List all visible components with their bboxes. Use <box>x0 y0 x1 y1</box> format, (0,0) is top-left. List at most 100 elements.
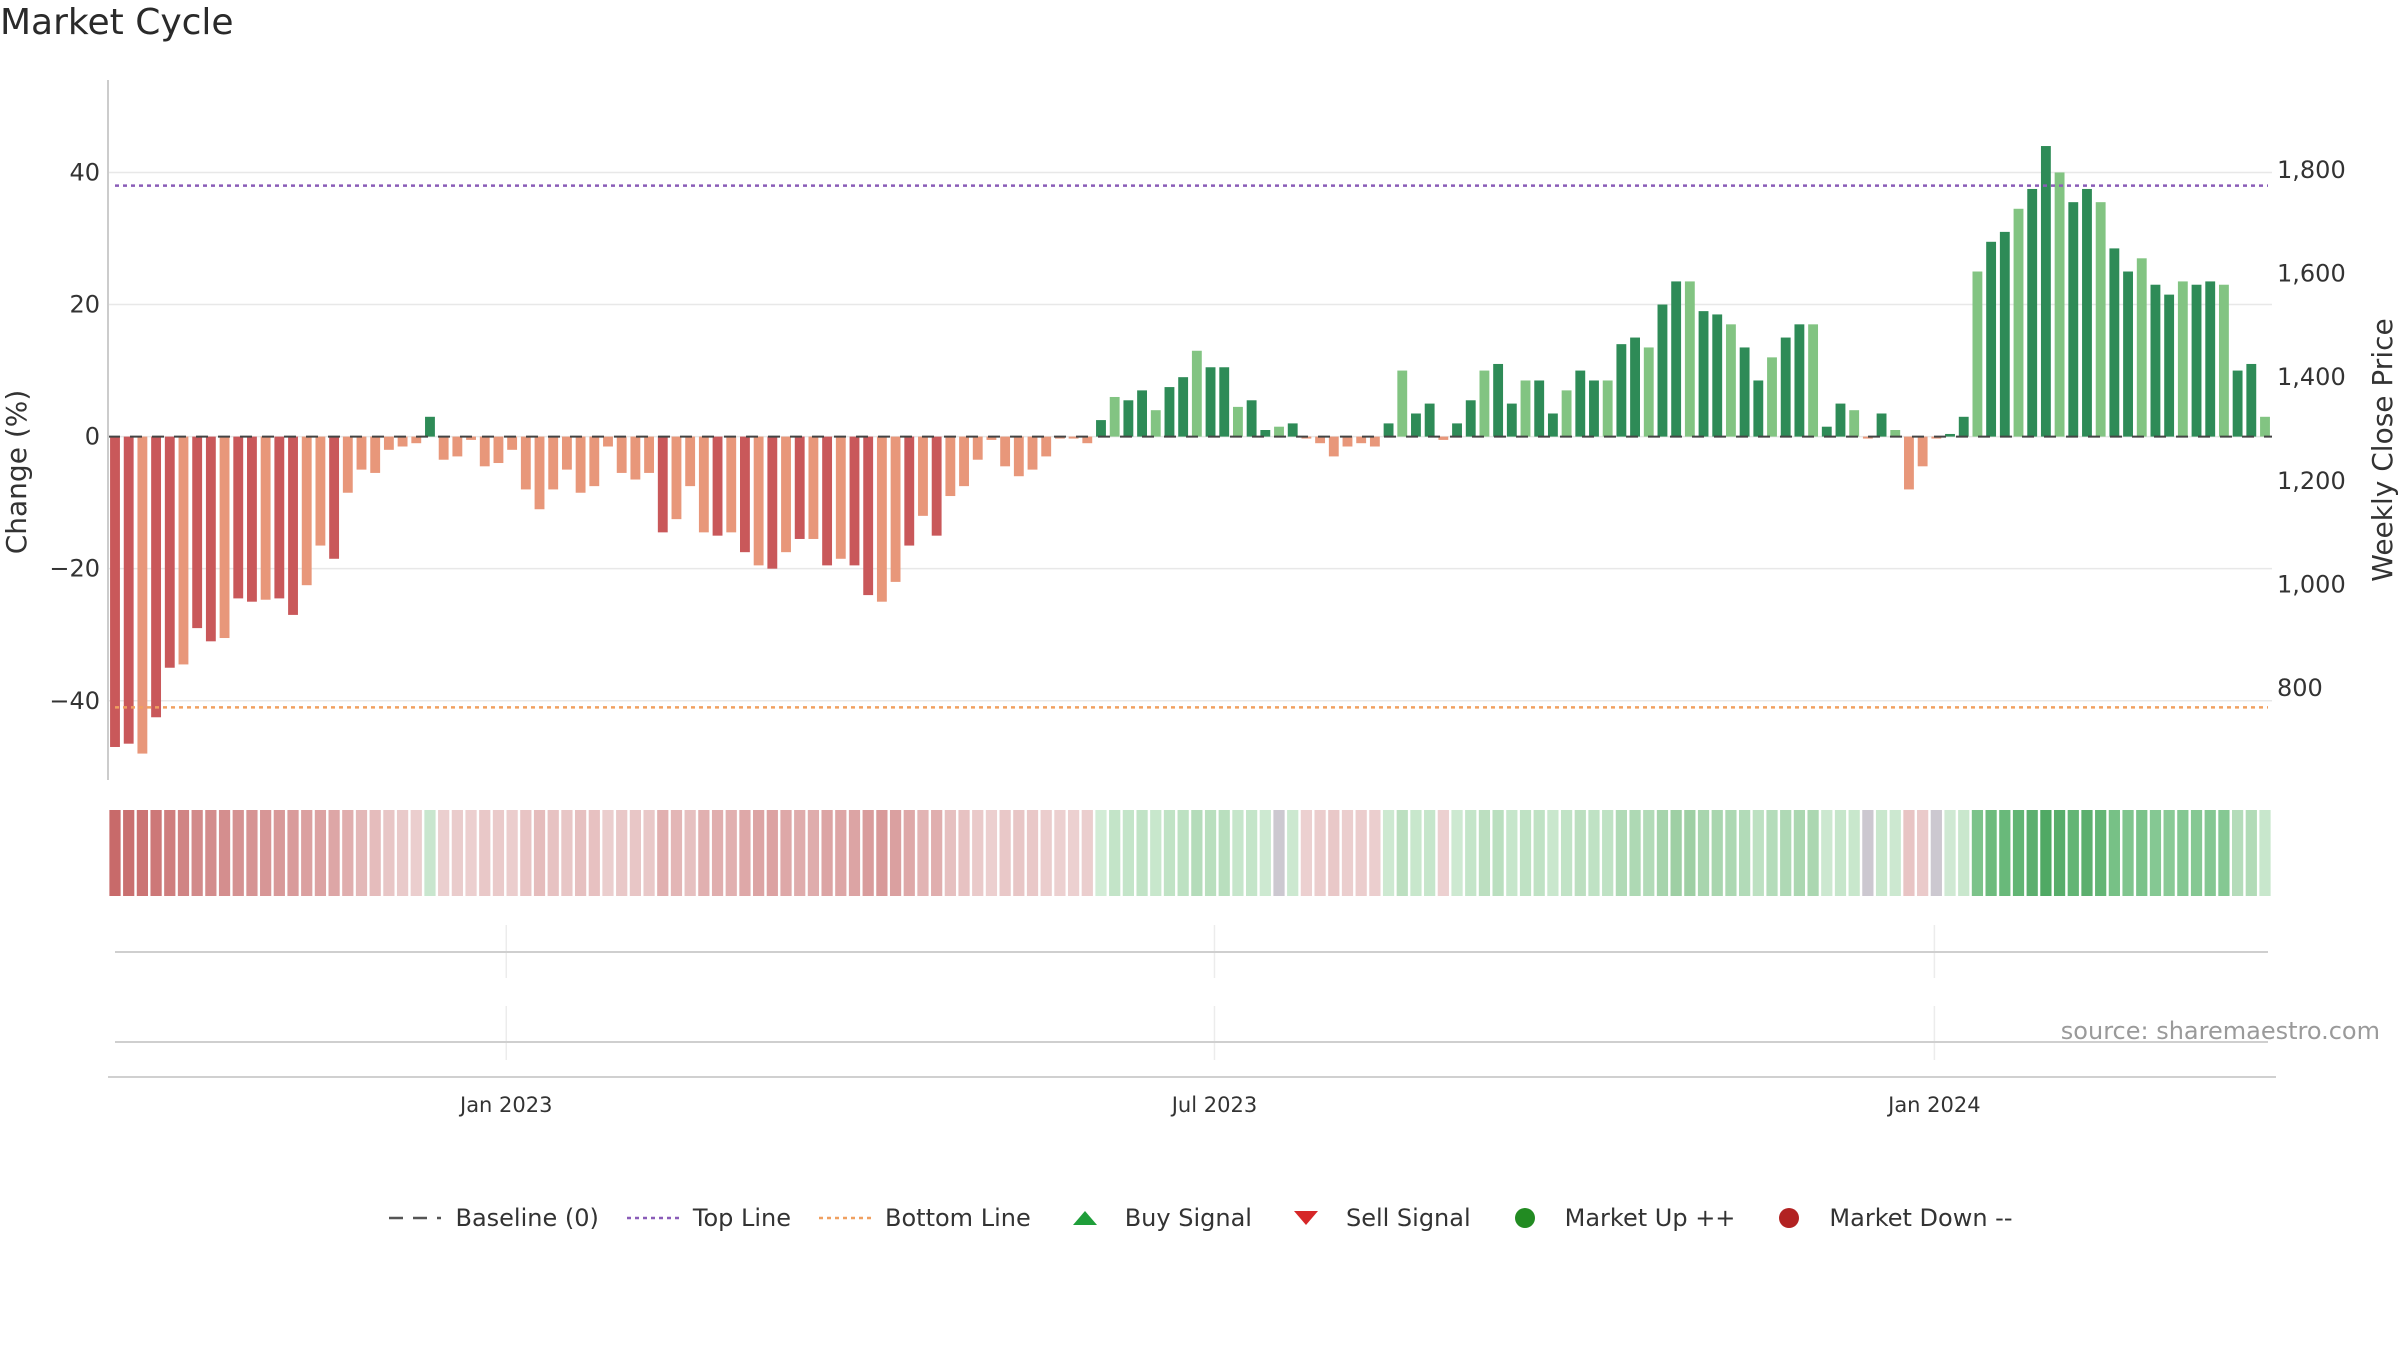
bar <box>1315 436 1326 444</box>
bar <box>1767 357 1777 437</box>
bar <box>1233 406 1243 437</box>
bar <box>863 436 874 596</box>
bar <box>1411 413 1421 437</box>
signal-strip-bar <box>2136 810 2148 896</box>
bar <box>1506 403 1517 437</box>
signal-strip-bar <box>972 810 984 896</box>
signal-strip-bar <box>369 810 381 896</box>
y2-tick-label: 800 <box>2277 674 2323 702</box>
bar <box>2040 146 2051 437</box>
signal-strip-bar <box>2095 810 2107 896</box>
bar <box>740 436 750 553</box>
bar <box>1013 436 1024 477</box>
bar <box>931 436 942 536</box>
bar <box>630 436 641 480</box>
signal-strip-bar <box>1067 810 1080 896</box>
signal-strip-bar <box>1533 810 1545 896</box>
signal-strip-bar <box>136 810 149 896</box>
bar <box>2246 363 2257 437</box>
signal-strip-bar <box>2122 810 2134 896</box>
bar <box>1917 436 1928 467</box>
bar <box>520 436 531 490</box>
bar <box>1027 436 1038 470</box>
bar <box>1438 436 1449 440</box>
signal-strip-bar <box>328 810 340 896</box>
signal-strip-bar <box>533 810 546 896</box>
bar <box>1808 324 1819 437</box>
signal-strip-bar <box>602 810 614 896</box>
signal-strip-bar <box>506 810 518 896</box>
bar <box>493 436 504 464</box>
bar <box>657 436 668 533</box>
y-tick-label: 40 <box>69 158 100 186</box>
bar <box>890 436 901 582</box>
signal-strip-bar <box>1026 810 1039 896</box>
circle-icon <box>1761 1206 1817 1230</box>
signal-strip-bar <box>2259 810 2271 896</box>
bar <box>603 436 613 447</box>
bar <box>1137 390 1147 437</box>
signal-strip-bar <box>451 810 463 896</box>
bar <box>1671 281 1682 437</box>
bar <box>1657 304 1668 437</box>
bar <box>1150 410 1161 437</box>
signal-strip-bar <box>1150 810 1162 896</box>
bar <box>1465 400 1476 437</box>
y-tick-label: −20 <box>49 555 100 583</box>
signal-strip-bar <box>1574 810 1586 896</box>
signal-strip-bar <box>1136 810 1148 896</box>
y-tick-label: 0 <box>85 423 100 451</box>
dash-line-icon <box>387 1206 443 1230</box>
bar <box>1082 436 1093 444</box>
signal-strip-bar <box>1177 810 1189 896</box>
circle-icon <box>1497 1206 1553 1230</box>
bar <box>822 436 833 566</box>
signal-strip-bar <box>492 810 505 896</box>
signal-strip-bar <box>1519 810 1532 896</box>
signal-strip-bar <box>2204 810 2216 896</box>
signal-strip-bar <box>725 810 737 896</box>
signal-strip-bar <box>1917 810 1929 896</box>
bar <box>1000 436 1011 467</box>
bar <box>137 436 148 754</box>
bar <box>2177 281 2188 437</box>
bar <box>466 436 476 440</box>
signal-strip-bar <box>1656 810 1669 896</box>
signal-strip-bar <box>383 810 395 896</box>
signal-strip-bar <box>643 810 655 896</box>
signal-strip-bar <box>794 810 806 896</box>
signal-strip-bar <box>766 810 778 896</box>
bar <box>425 416 435 437</box>
bar <box>1986 241 1997 437</box>
bar <box>2260 416 2270 437</box>
signal-strip-bar <box>123 810 135 896</box>
y2-tick-label: 1,600 <box>2277 260 2346 288</box>
signal-strip-bar <box>1862 810 1874 896</box>
bar <box>2109 248 2120 437</box>
signal-strip-bar <box>547 810 559 896</box>
legend: Baseline (0) Top Line Bottom Line Buy Signa… <box>0 1204 2400 1232</box>
signal-strip-bar <box>1396 810 1408 896</box>
signal-strip-bar <box>301 810 313 896</box>
bar <box>726 436 737 533</box>
signal-strip-bar <box>1971 810 1984 896</box>
signal-strip-bar <box>1259 810 1271 896</box>
bar <box>1068 436 1079 439</box>
signal-strip-bar <box>479 810 491 896</box>
signal-strip-bar <box>1985 810 1997 896</box>
bar <box>712 436 723 536</box>
bar <box>698 436 709 533</box>
signal-panels <box>115 925 2268 1060</box>
bar <box>123 436 134 744</box>
legend-label: Buy Signal <box>1124 1204 1252 1232</box>
bar <box>301 436 312 586</box>
bar <box>383 436 394 450</box>
signal-strip-bar <box>2231 810 2244 896</box>
signal-strip-bar <box>1081 810 1093 896</box>
signal-strip-bar <box>862 810 874 896</box>
legend-item-baseline: Baseline (0) <box>387 1204 599 1232</box>
bar <box>2232 370 2243 437</box>
bar <box>1342 436 1353 447</box>
signal-strip-bar <box>1560 810 1573 896</box>
bar <box>1479 370 1490 437</box>
